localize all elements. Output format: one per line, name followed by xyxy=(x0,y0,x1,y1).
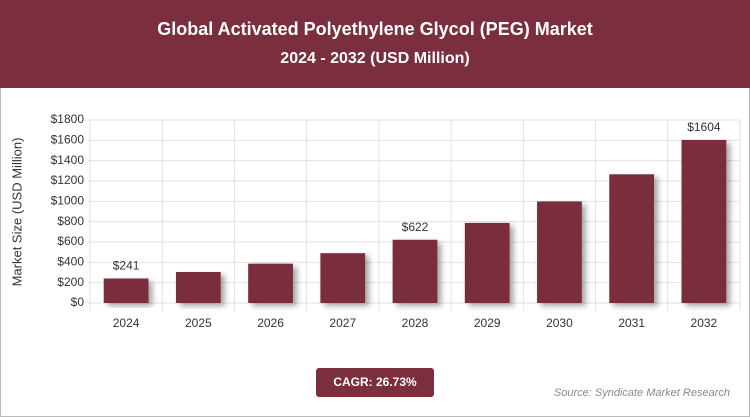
chart-title: Global Activated Polyethylene Glycol (PE… xyxy=(157,19,592,39)
y-tick-label: $600 xyxy=(57,234,84,248)
bar xyxy=(464,222,510,303)
y-tick-label: $1400 xyxy=(51,153,85,167)
x-tick-label: 2032 xyxy=(691,316,718,330)
value-label: $1604 xyxy=(687,120,721,134)
bar xyxy=(103,278,149,303)
x-tick-label: 2029 xyxy=(474,316,501,330)
y-tick-label: $800 xyxy=(57,214,84,228)
y-tick-label: $1200 xyxy=(51,173,85,187)
bar xyxy=(681,139,727,303)
x-tick-label: 2027 xyxy=(329,316,356,330)
y-tick-label: $400 xyxy=(57,255,84,269)
bar xyxy=(392,239,438,303)
value-label: $241 xyxy=(113,259,140,273)
y-tick-label: $0 xyxy=(71,295,85,309)
y-axis-title: Market Size (USD Million) xyxy=(9,138,24,287)
x-tick-label: 2031 xyxy=(618,316,645,330)
bar xyxy=(175,271,221,303)
y-tick-label: $1600 xyxy=(51,133,85,147)
bar xyxy=(320,253,366,303)
y-tick-label: $1000 xyxy=(51,194,85,208)
chart-subtitle: 2024 - 2032 (USD Million) xyxy=(280,50,469,67)
y-tick-label: $200 xyxy=(57,275,84,289)
cagr-box xyxy=(316,368,434,397)
x-tick-label: 2024 xyxy=(113,316,140,330)
source: Source: Syndicate Market Research xyxy=(554,387,730,399)
bar xyxy=(537,201,582,303)
x-tick-label: 2028 xyxy=(402,316,429,330)
x-tick-label: 2026 xyxy=(257,316,284,330)
cagr-label: CAGR: 26.73% xyxy=(333,375,417,389)
bar xyxy=(609,174,655,303)
value-label: $622 xyxy=(402,220,429,234)
x-tick-label: 2025 xyxy=(185,316,212,330)
header xyxy=(0,0,750,88)
y-tick-label: $1800 xyxy=(51,112,85,126)
bar xyxy=(248,263,293,303)
x-tick-label: 2030 xyxy=(546,316,573,330)
